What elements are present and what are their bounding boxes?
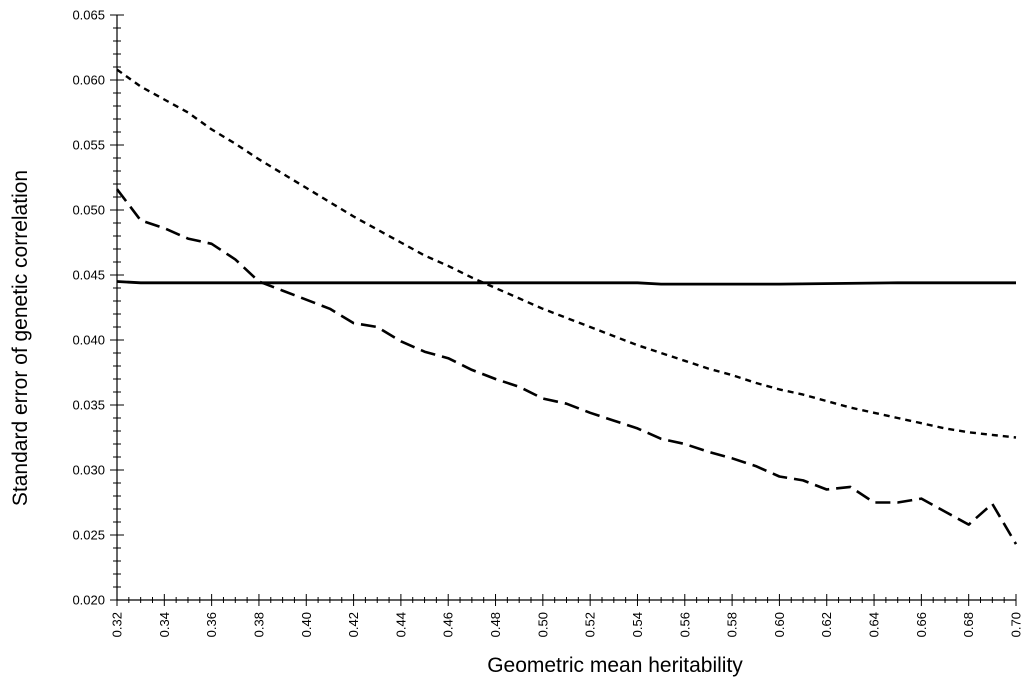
x-tick-label: 0.68 [961, 612, 976, 637]
series-line-solid [116, 280, 1016, 286]
series-line-long-dash [115, 188, 1018, 545]
y-axis-title: Standard error of genetic correlation [9, 170, 32, 506]
series-lines [115, 68, 1018, 545]
x-tick-label: 0.34 [157, 612, 172, 637]
x-tick-label: 0.58 [725, 612, 740, 637]
x-tick-label: 0.48 [488, 612, 503, 637]
y-tick-label: 0.040 [72, 333, 105, 348]
y-tick-label: 0.035 [72, 398, 105, 413]
x-tick-label: 0.66 [914, 612, 929, 637]
x-tick-label: 0.64 [867, 612, 882, 637]
x-tick-label: 0.44 [393, 612, 408, 637]
x-tick-label: 0.70 [1009, 612, 1021, 637]
y-tick-label: 0.050 [72, 203, 105, 218]
x-axis-title: Geometric mean heritability [487, 654, 743, 677]
y-tick-label: 0.020 [72, 593, 105, 608]
x-tick-label: 0.40 [299, 612, 314, 637]
x-tick-label: 0.54 [630, 612, 645, 637]
x-tick-label: 0.32 [110, 612, 125, 637]
y-tick-label: 0.030 [72, 463, 105, 478]
y-tick-label: 0.045 [72, 268, 105, 283]
series-line-short-dash [116, 68, 1017, 439]
axes [116, 15, 1016, 601]
x-tick-label: 0.42 [346, 612, 361, 637]
x-tick-label: 0.36 [204, 612, 219, 637]
x-tick-label: 0.46 [441, 612, 456, 637]
x-tick-label: 0.52 [583, 612, 598, 637]
y-tick-label: 0.025 [72, 528, 105, 543]
x-tick-label: 0.62 [819, 612, 834, 637]
y-tick-label: 0.060 [72, 73, 105, 88]
ticks: 0.020 0.025 0.030 0.035 0.040 0.045 0.050 0.055… [72, 8, 1021, 638]
x-tick-label: 0.38 [251, 612, 266, 637]
x-tick-label: 0.60 [772, 612, 787, 637]
x-tick-label: 0.56 [677, 612, 692, 637]
x-tick-label: 0.50 [535, 612, 550, 637]
y-tick-label: 0.065 [72, 8, 105, 23]
y-tick-label: 0.055 [72, 138, 105, 153]
